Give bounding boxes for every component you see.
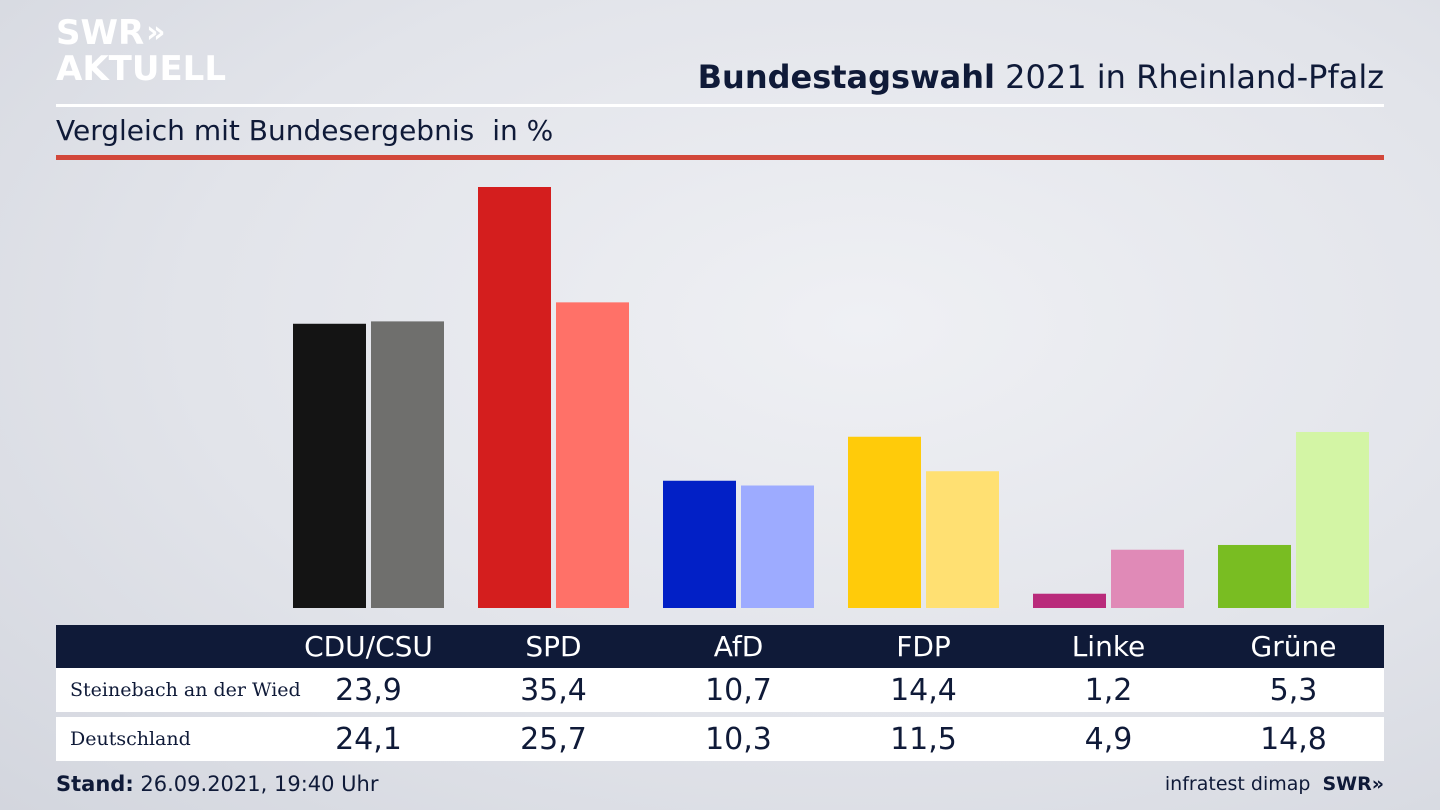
source-text: infratest dimap xyxy=(1164,773,1311,795)
bar-local-gr-ne xyxy=(1218,544,1291,608)
bar-national-linke xyxy=(1111,549,1184,608)
value-cell-national-linke: 4,9 xyxy=(1084,721,1133,757)
value-cell-national-fdp: 11,5 xyxy=(890,721,957,757)
value-cell-national-afd: 10,3 xyxy=(705,721,772,757)
results-table: CDU/CSU SPD AfD FDP Linke Grüne Steinebach an… xyxy=(56,625,1384,761)
column-header-cdu-csu: CDU/CSU xyxy=(304,630,433,663)
header-divider xyxy=(56,104,1384,107)
row-label-local: Steinebach an der Wied xyxy=(70,679,301,701)
logo-swr-text: SWR xyxy=(56,13,145,53)
table-row-local: Steinebach an der Wied 23,9 35,4 10,7 14,4 1… xyxy=(56,668,1384,712)
accent-divider xyxy=(56,155,1384,160)
value-cell-local-afd: 10,7 xyxy=(705,672,772,708)
source-credit: infratest dimap SWR» xyxy=(1165,773,1384,795)
row-label-national: Deutschland xyxy=(70,728,191,750)
table-row-national: Deutschland 24,1 25,7 10,3 11,5 4,9 14,8 xyxy=(56,717,1384,761)
bar-chart xyxy=(293,187,1369,608)
value-cell-national-gr-ne: 14,8 xyxy=(1260,721,1327,757)
subtitle-text: Vergleich mit Bundesergebnis xyxy=(56,114,475,147)
value-cell-national-cdu-csu: 24,1 xyxy=(335,721,402,757)
bar-national-afd xyxy=(741,485,814,608)
swr-aktuell-logo: SWR» AKTUELL xyxy=(56,16,226,86)
swr-brand-logo: SWR» xyxy=(1322,773,1384,795)
unit-label: in % xyxy=(492,114,554,147)
bar-national-cdu-csu xyxy=(371,321,444,608)
logo-chevrons-icon: » xyxy=(146,15,166,50)
bar-national-spd xyxy=(556,302,629,608)
table-header: CDU/CSU SPD AfD FDP Linke Grüne xyxy=(56,625,1384,668)
bar-local-spd xyxy=(478,187,551,608)
stand-label: Stand: xyxy=(56,772,134,796)
bar-local-cdu-csu xyxy=(293,323,366,608)
column-header-spd: SPD xyxy=(525,630,582,663)
bar-local-afd xyxy=(663,480,736,608)
column-header-fdp: FDP xyxy=(896,630,951,663)
bar-local-linke xyxy=(1033,593,1106,608)
bar-national-fdp xyxy=(926,471,999,608)
value-cell-local-spd: 35,4 xyxy=(520,672,587,708)
value-cell-national-spd: 25,7 xyxy=(520,721,587,757)
value-cell-local-cdu-csu: 23,9 xyxy=(335,672,402,708)
value-cell-local-linke: 1,2 xyxy=(1084,672,1133,708)
logo-aktuell-text: AKTUELL xyxy=(56,49,227,89)
chart-headline: Bundestagswahl 2021 in Rheinland-Pfalz xyxy=(698,58,1384,96)
column-header-gr-ne: Grüne xyxy=(1250,630,1337,663)
timestamp: Stand: 26.09.2021, 19:40 Uhr xyxy=(56,772,379,796)
value-cell-local-gr-ne: 5,3 xyxy=(1269,672,1318,708)
value-cell-local-fdp: 14,4 xyxy=(890,672,957,708)
bar-national-gr-ne xyxy=(1296,431,1369,608)
headline-bold: Bundestagswahl xyxy=(697,58,995,96)
headline-rest: 2021 in Rheinland-Pfalz xyxy=(995,58,1384,96)
bar-local-fdp xyxy=(848,436,921,608)
column-header-afd: AfD xyxy=(713,630,764,663)
column-header-linke: Linke xyxy=(1071,630,1146,663)
stand-value: 26.09.2021, 19:40 Uhr xyxy=(133,772,379,796)
chart-subtitle: Vergleich mit Bundesergebnis in % xyxy=(56,114,553,147)
